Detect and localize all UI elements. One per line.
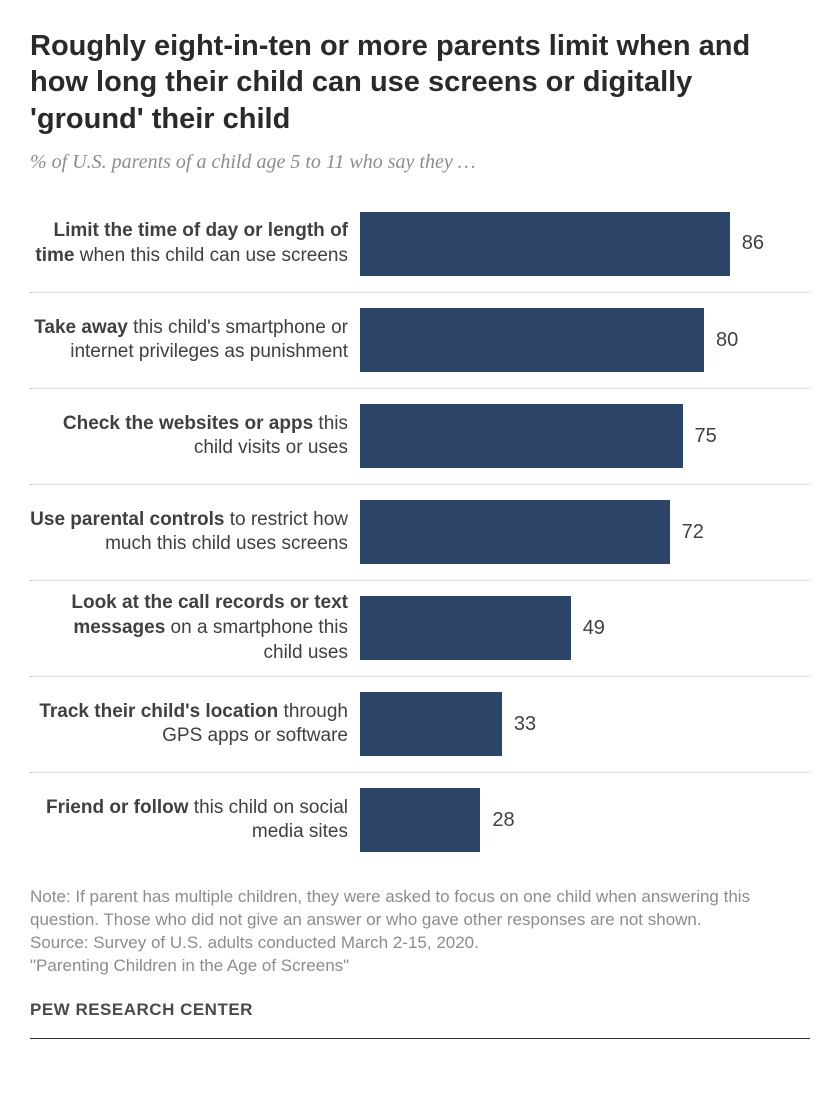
row-label: Friend or follow this child on social me… [30, 796, 360, 845]
bar [360, 692, 502, 756]
bar-container: 75 [360, 404, 810, 468]
chart-row: Track their child's location through GPS… [30, 676, 810, 772]
row-label-bold: Friend or follow [46, 797, 189, 818]
bar [360, 212, 730, 276]
bar-container: 33 [360, 692, 810, 756]
chart-row: Look at the call records or text message… [30, 580, 810, 676]
row-label: Use parental controls to restrict how mu… [30, 508, 360, 557]
row-label-bold: Take away [34, 317, 128, 338]
bar-value: 86 [730, 232, 764, 255]
footer-attribution: PEW RESEARCH CENTER [30, 1000, 810, 1039]
chart-row: Use parental controls to restrict how mu… [30, 484, 810, 580]
bar-container: 49 [360, 596, 810, 660]
chart-row: Take away this child's smartphone or int… [30, 292, 810, 388]
row-label-rest: when this child can use screens [74, 245, 348, 266]
row-label: Limit the time of day or length of time … [30, 219, 360, 268]
chart-row: Friend or follow this child on social me… [30, 772, 810, 868]
bar-value: 49 [571, 617, 605, 640]
row-label: Look at the call records or text message… [30, 591, 360, 665]
bar-container: 86 [360, 212, 810, 276]
row-label-bold: Check the websites or apps [63, 413, 313, 434]
bar [360, 308, 704, 372]
note-line: Note: If parent has multiple children, t… [30, 886, 810, 932]
row-label-bold: Use parental controls [30, 509, 224, 530]
chart-subtitle: % of U.S. parents of a child age 5 to 11… [30, 151, 810, 174]
row-label-rest: on a smartphone this child uses [165, 617, 348, 663]
chart-row: Check the websites or apps this child vi… [30, 388, 810, 484]
chart-notes: Note: If parent has multiple children, t… [30, 886, 810, 978]
row-label-bold: Track their child's location [39, 701, 278, 722]
bar-value: 33 [502, 713, 536, 736]
row-label: Track their child's location through GPS… [30, 700, 360, 749]
bar-chart: Limit the time of day or length of time … [30, 196, 810, 868]
bar-value: 80 [704, 329, 738, 352]
note-line: "Parenting Children in the Age of Screen… [30, 955, 810, 978]
bar-value: 75 [683, 425, 717, 448]
note-line: Source: Survey of U.S. adults conducted … [30, 932, 810, 955]
bar [360, 404, 683, 468]
bar [360, 596, 571, 660]
bar-value: 28 [480, 809, 514, 832]
row-label: Take away this child's smartphone or int… [30, 316, 360, 365]
bar-container: 28 [360, 788, 810, 852]
row-label: Check the websites or apps this child vi… [30, 412, 360, 461]
bar-container: 72 [360, 500, 810, 564]
bar [360, 788, 480, 852]
bar [360, 500, 670, 564]
bar-container: 80 [360, 308, 810, 372]
chart-row: Limit the time of day or length of time … [30, 196, 810, 292]
chart-title: Roughly eight-in-ten or more parents lim… [30, 28, 810, 137]
row-label-rest: this child on social media sites [189, 797, 348, 843]
bar-value: 72 [670, 521, 704, 544]
